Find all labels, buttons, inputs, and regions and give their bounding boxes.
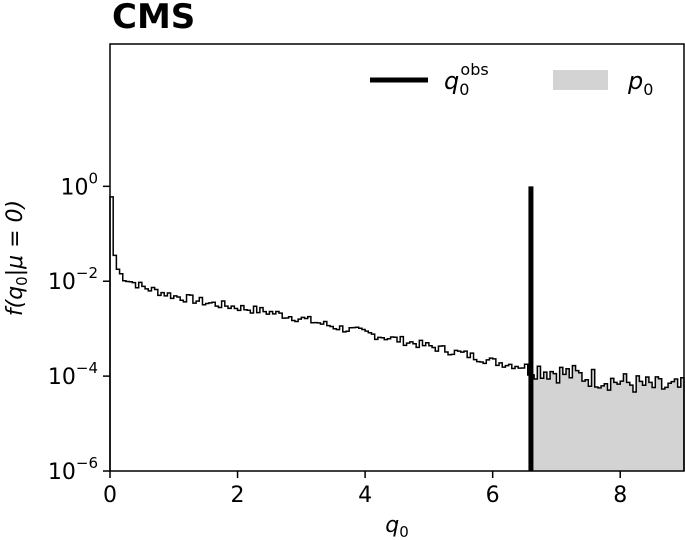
legend-p0-label: p0 xyxy=(627,67,653,99)
x-axis-label: q0 xyxy=(385,513,409,540)
x-tick-label: 2 xyxy=(231,483,245,508)
legend-observed-label: q0obs xyxy=(444,60,489,99)
p0-shaded-region xyxy=(530,365,684,471)
y-axis: 100 10−2 10−4 10−6 xyxy=(48,169,110,485)
y-tick-label: 10−2 xyxy=(48,264,98,295)
x-tick-label: 8 xyxy=(613,483,627,508)
x-tick-label: 0 xyxy=(103,483,117,508)
x-tick-label: 6 xyxy=(486,483,500,508)
histogram-step-line xyxy=(109,196,685,471)
y-tick-label: 100 xyxy=(60,169,98,200)
plot-frame xyxy=(109,43,685,472)
y-tick-label: 10−4 xyxy=(48,359,98,390)
cms-label: CMS xyxy=(112,0,195,37)
x-axis: 0 2 4 6 8 xyxy=(103,471,627,508)
legend: q0obs p0 xyxy=(370,60,653,99)
legend-p0-swatch xyxy=(553,70,608,90)
x-tick-label: 4 xyxy=(358,483,372,508)
plot-area xyxy=(109,43,685,472)
y-tick-label: 10−6 xyxy=(48,454,98,485)
y-axis-label: f(q0|μ = 0) xyxy=(3,200,31,316)
